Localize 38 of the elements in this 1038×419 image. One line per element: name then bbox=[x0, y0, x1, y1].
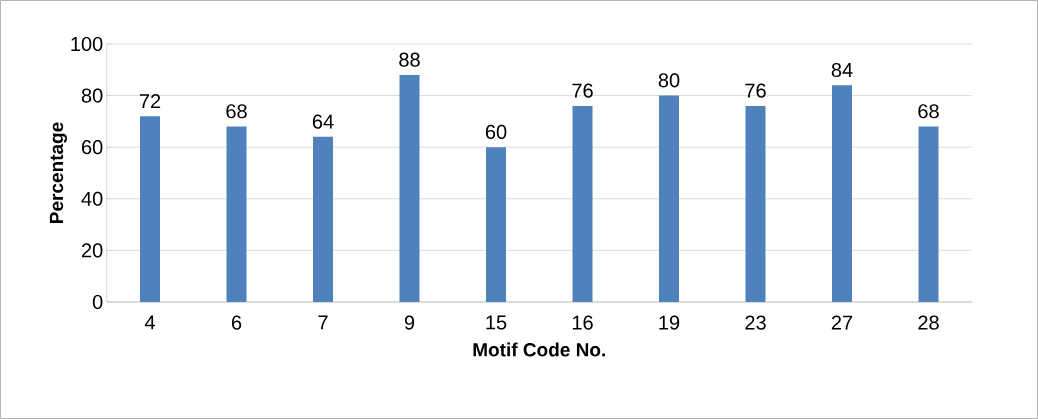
x-tick-label: 6 bbox=[231, 315, 242, 330]
y-tick-label: 100 bbox=[71, 36, 103, 52]
y-tick-label: 80 bbox=[81, 88, 103, 103]
data-label: 68 bbox=[226, 104, 247, 119]
bar bbox=[745, 105, 766, 302]
x-tick-label: 4 bbox=[144, 315, 155, 330]
bar bbox=[572, 105, 593, 302]
data-label: 84 bbox=[831, 62, 853, 78]
data-label: 88 bbox=[399, 52, 420, 67]
x-tick-label: 16 bbox=[572, 315, 593, 330]
data-label: 64 bbox=[312, 114, 334, 129]
bar bbox=[226, 126, 247, 302]
data-label: 76 bbox=[572, 83, 593, 98]
bar bbox=[486, 147, 507, 302]
bar bbox=[140, 116, 161, 302]
bar bbox=[313, 136, 334, 302]
x-tick-label: 19 bbox=[659, 315, 680, 330]
y-tick-label: 40 bbox=[81, 191, 103, 206]
data-label: 60 bbox=[485, 124, 507, 139]
y-axis-title: Percentage bbox=[49, 122, 67, 223]
x-tick-label: 15 bbox=[486, 315, 507, 330]
x-tick-label: 27 bbox=[831, 315, 853, 330]
x-tick-label: 23 bbox=[745, 315, 766, 330]
bar bbox=[659, 95, 680, 302]
x-tick-label: 7 bbox=[318, 315, 328, 330]
data-label: 76 bbox=[745, 83, 766, 98]
data-label: 80 bbox=[658, 73, 680, 88]
x-axis-title: Motif Code No. bbox=[473, 342, 605, 357]
y-tick-label: 0 bbox=[92, 294, 103, 310]
bar bbox=[918, 126, 939, 302]
data-label: 68 bbox=[918, 104, 939, 119]
y-tick-label: 60 bbox=[82, 140, 103, 155]
bar bbox=[832, 85, 853, 302]
x-tick-label: 28 bbox=[918, 315, 939, 330]
data-label: 72 bbox=[139, 94, 161, 109]
y-tick-label: 20 bbox=[81, 243, 103, 258]
x-tick-label: 9 bbox=[404, 315, 415, 330]
bar bbox=[399, 74, 420, 302]
